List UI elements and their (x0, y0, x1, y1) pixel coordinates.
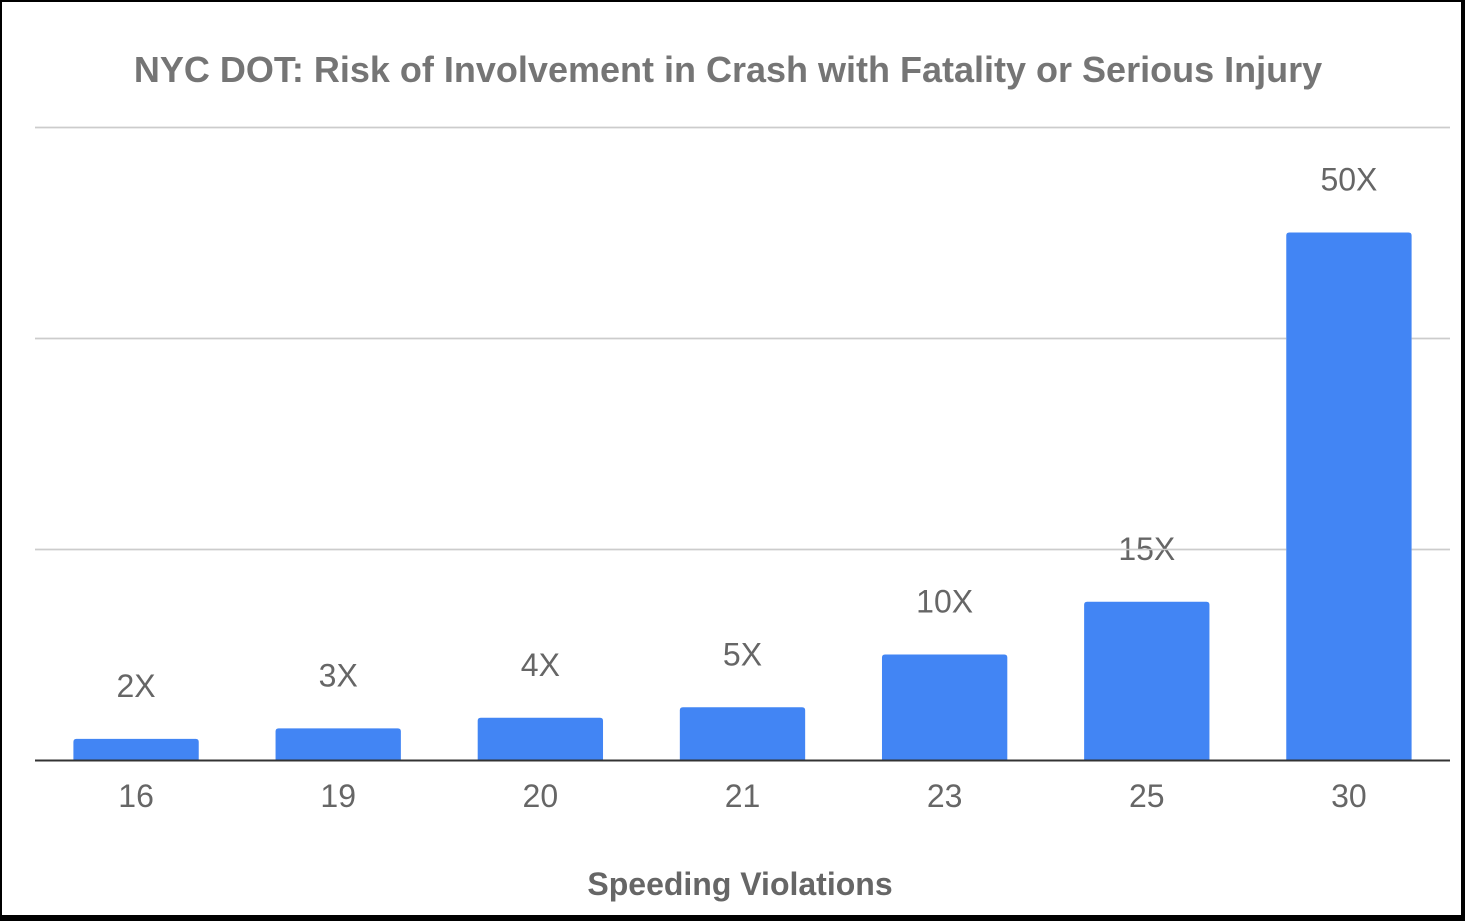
x-tick-label-20: 20 (523, 778, 559, 814)
data-label-20: 4X (521, 647, 560, 683)
x-tick-label-16: 16 (118, 778, 154, 814)
data-label-16: 2X (117, 668, 156, 704)
data-label-23: 10X (916, 584, 973, 620)
chart-title: NYC DOT: Risk of Involvement in Crash wi… (134, 49, 1322, 90)
x-tick-label-30: 30 (1331, 778, 1367, 814)
bar-23 (881, 654, 1008, 760)
data-label-21: 5X (723, 636, 762, 672)
bars (73, 232, 1412, 760)
x-tick-label-25: 25 (1129, 778, 1165, 814)
bar-19 (275, 728, 401, 760)
x-axis-title: Speeding Violations (587, 866, 892, 902)
bar-20 (477, 717, 604, 760)
x-tick-labels: 16 19 20 21 23 25 30 (118, 778, 1366, 814)
x-tick-label-23: 23 (927, 778, 963, 814)
data-label-19: 3X (319, 657, 358, 693)
data-label-30: 50X (1320, 162, 1377, 198)
gridlines-overlay (35, 126, 1450, 551)
x-tick-label-21: 21 (725, 778, 761, 814)
x-tick-label-19: 19 (320, 778, 356, 814)
bar-30 (1286, 232, 1412, 760)
bar-16 (73, 738, 199, 760)
bar-25 (1084, 601, 1210, 760)
bar-21 (679, 707, 806, 760)
